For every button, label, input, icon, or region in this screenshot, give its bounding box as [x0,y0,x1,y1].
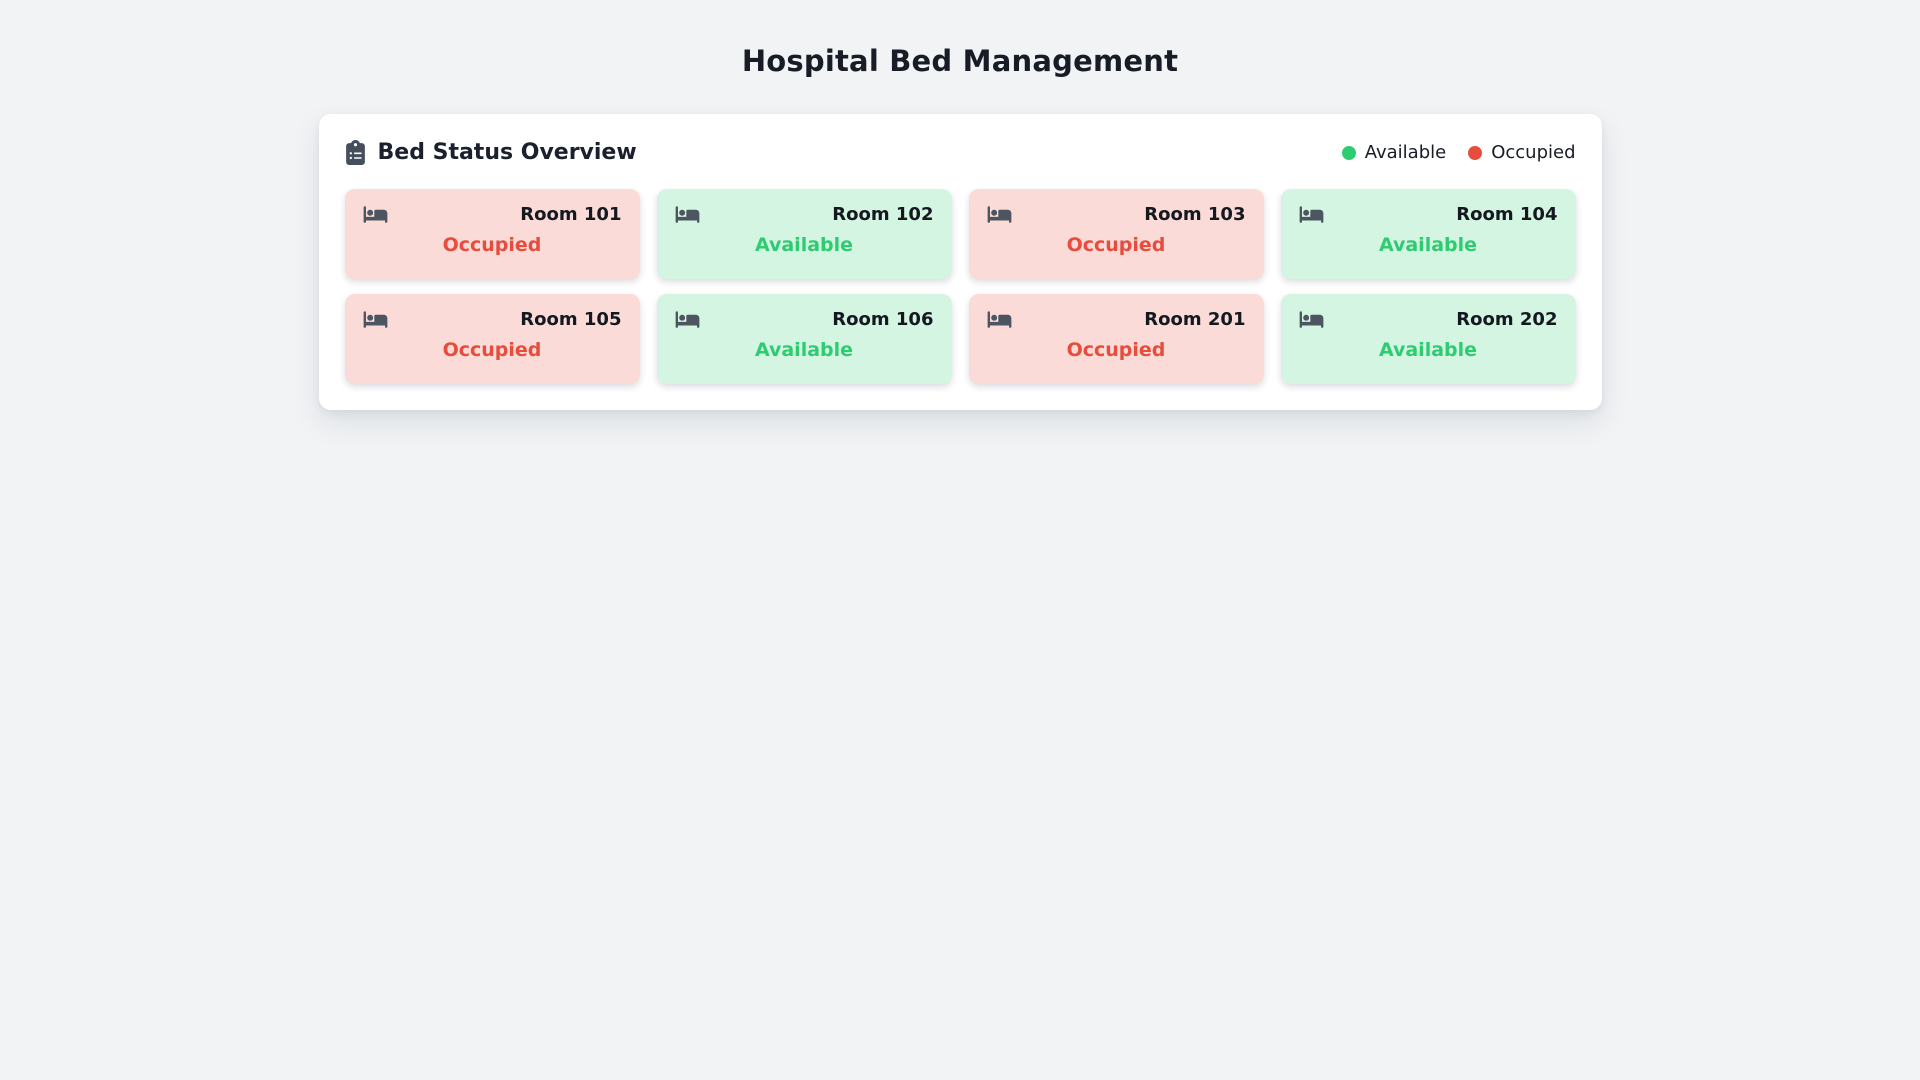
room-card-top: Room 102 [675,204,934,225]
room-name: Room 101 [520,204,622,225]
room-status: Occupied [1066,234,1166,256]
room-name: Room 201 [1144,309,1246,330]
occupied-dot-icon [1468,145,1483,160]
room-card-top: Room 106 [675,309,934,330]
room-card[interactable]: Room 105 Occupied [344,294,640,384]
room-card-top: Room 103 [987,204,1246,225]
room-status: Available [754,234,854,256]
room-card[interactable]: Room 201 Occupied [968,294,1264,384]
room-card[interactable]: Room 103 Occupied [968,189,1264,279]
bed-icon [987,310,1012,329]
legend-item-available: Available [1341,142,1447,163]
bed-icon [363,205,388,224]
room-card-top: Room 201 [987,309,1246,330]
room-card[interactable]: Room 202 Available [1280,294,1576,384]
bed-status-panel: Bed Status Overview Available Occupied R… [318,114,1602,410]
room-name: Room 105 [520,309,622,330]
room-name: Room 104 [1456,204,1558,225]
panel-title: Bed Status Overview [377,140,637,165]
page-title: Hospital Bed Management [741,44,1179,78]
room-name: Room 103 [1144,204,1246,225]
bed-icon [1299,310,1324,329]
legend-label-available: Available [1364,142,1447,163]
room-status: Available [1378,339,1478,361]
panel-header: Bed Status Overview Available Occupied [345,140,1576,165]
room-status: Available [1378,234,1478,256]
room-name: Room 202 [1456,309,1558,330]
room-status: Occupied [442,339,542,361]
panel-title-group: Bed Status Overview [345,140,637,165]
bed-icon [987,205,1012,224]
room-name: Room 106 [832,309,934,330]
available-dot-icon [1341,145,1356,160]
room-card[interactable]: Room 104 Available [1280,189,1576,279]
status-legend: Available Occupied [1341,142,1576,163]
clipboard-list-icon [345,140,366,165]
room-card-top: Room 104 [1299,204,1558,225]
room-card[interactable]: Room 101 Occupied [344,189,640,279]
room-status: Occupied [1066,339,1166,361]
bed-icon [675,310,700,329]
room-status: Occupied [442,234,542,256]
room-card-top: Room 105 [363,309,622,330]
room-card-top: Room 101 [363,204,622,225]
legend-label-occupied: Occupied [1491,142,1576,163]
room-card[interactable]: Room 106 Available [656,294,952,384]
room-grid: Room 101 Occupied Room 102 Available Roo… [344,189,1576,384]
bed-icon [675,205,700,224]
room-name: Room 102 [832,204,934,225]
room-status: Available [754,339,854,361]
bed-icon [1299,205,1324,224]
legend-item-occupied: Occupied [1468,142,1576,163]
room-card[interactable]: Room 102 Available [656,189,952,279]
room-card-top: Room 202 [1299,309,1558,330]
bed-icon [363,310,388,329]
